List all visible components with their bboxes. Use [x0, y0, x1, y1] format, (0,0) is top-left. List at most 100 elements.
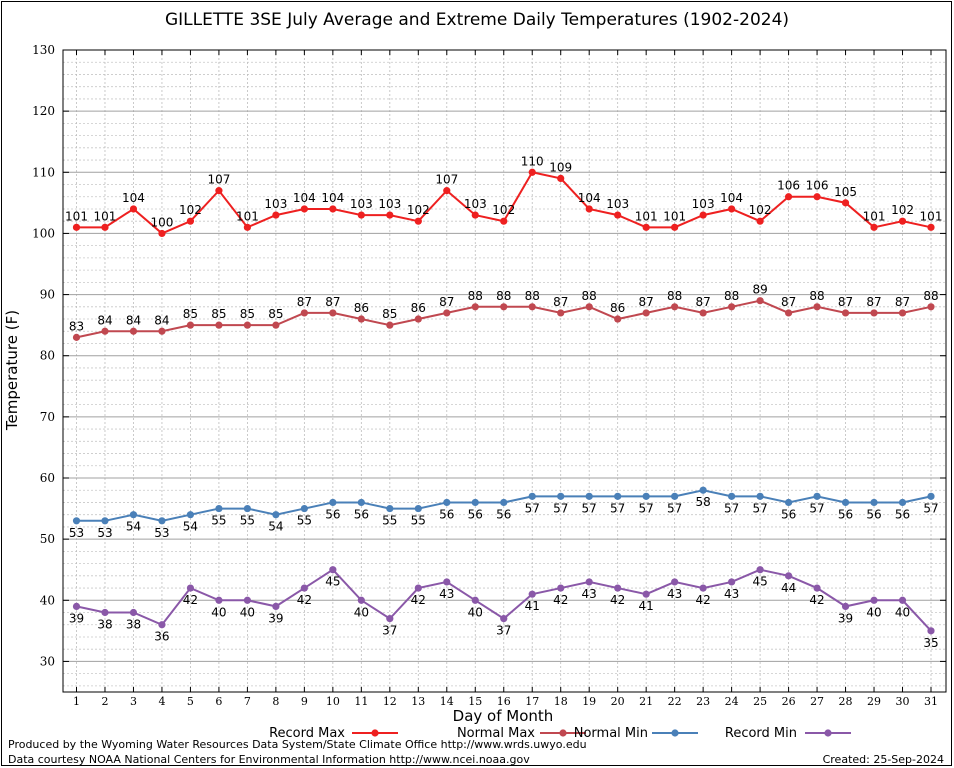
record-min-series: 39 38 38 36 42 40 40 39 42 45 40 37 42 43 40 37 41 42 43 42…: [69, 566, 939, 650]
record-max-point: [101, 223, 109, 231]
record-min-data-label: 45: [752, 575, 767, 589]
normal-min-data-label: 56: [496, 507, 511, 521]
record-min-point: [129, 608, 138, 617]
x-tick-label: 16: [497, 695, 511, 708]
record-min-point: [642, 590, 650, 598]
normal-min-data-label: 53: [154, 526, 169, 540]
record-min-data-label: 38: [97, 618, 112, 632]
record-min-data-label: 40: [354, 605, 369, 619]
normal-min-point: [557, 492, 565, 500]
y-tick-label: 120: [32, 104, 55, 118]
normal-max-point: [357, 315, 365, 323]
normal-min-data-label: 55: [211, 514, 226, 528]
y-tick-label: 70: [40, 410, 55, 424]
y-tick-label: 50: [40, 532, 55, 546]
record-min-data-label: 42: [809, 593, 824, 607]
normal-min-point: [642, 492, 650, 500]
record-max-data-label: 103: [378, 197, 401, 211]
x-tick-label: 19: [582, 695, 596, 708]
record-min-point: [557, 584, 565, 592]
normal-max-point: [813, 303, 821, 311]
legend-marker-normal-min: [671, 729, 679, 737]
record-max-point: [841, 199, 850, 207]
legend-marker-normal-max: [559, 729, 567, 737]
normal-max-data-label: 87: [695, 295, 710, 309]
normal-min-data-label: 55: [382, 514, 397, 528]
record-max-data-label: 104: [122, 191, 145, 205]
normal-max-point: [329, 309, 337, 317]
record-max-point: [443, 187, 451, 195]
record-max-point: [784, 193, 793, 201]
normal-max-point: [129, 327, 138, 335]
record-min-data-label: 40: [240, 605, 255, 619]
y-tick-label: 100: [32, 226, 55, 240]
record-min-point: [756, 566, 764, 574]
normal-min-point: [728, 492, 736, 500]
record-max-point: [671, 223, 679, 231]
legend-label-normal-min: Normal Min: [574, 726, 648, 741]
record-min-point: [898, 596, 907, 604]
record-max-point: [215, 187, 223, 195]
normal-min-point: [898, 498, 907, 507]
x-tick-label: 8: [272, 695, 279, 708]
normal-min-point: [357, 498, 365, 507]
normal-max-point: [272, 321, 280, 329]
normal-max-point: [215, 321, 223, 329]
record-max-data-label: 101: [94, 209, 117, 223]
normal-max-point: [414, 315, 422, 323]
record-max-series: 101 101 104 100 102 107 101 103 104 104 103 103 102 1…: [65, 154, 943, 238]
normal-max-data-label: 85: [211, 307, 226, 321]
normal-max-data-label: 84: [97, 313, 112, 327]
record-max-data-label: 110: [521, 154, 544, 168]
record-min-data-label: 45: [325, 575, 340, 589]
record-min-data-label: 41: [525, 599, 540, 613]
record-min-point: [215, 596, 223, 604]
record-min-point: [357, 596, 365, 604]
record-max-point: [72, 223, 81, 231]
normal-min-point: [243, 504, 251, 513]
normal-min-data-label: 57: [724, 501, 739, 515]
major-grid: [63, 49, 946, 662]
record-max-data-label: 101: [920, 209, 943, 223]
record-max-point: [471, 211, 479, 219]
record-min-point: [329, 566, 337, 574]
normal-max-point: [528, 303, 536, 311]
legend-marker-record-max: [371, 729, 379, 737]
normal-min-data-label: 56: [895, 507, 910, 521]
record-min-data-label: 43: [582, 587, 597, 601]
legend-label-record-min: Record Min: [725, 726, 797, 741]
record-min-point: [728, 578, 736, 586]
record-max-point: [614, 211, 622, 219]
normal-max-data-label: 88: [525, 289, 540, 303]
y-axis-label: Temperature (F): [3, 310, 21, 431]
record-min-point: [870, 596, 878, 604]
record-max-data-label: 101: [65, 209, 88, 223]
record-min-data-label: 42: [297, 593, 312, 607]
record-min-point: [272, 602, 280, 611]
record-max-data-label: 103: [464, 197, 487, 211]
x-tick-label: 18: [554, 695, 568, 708]
normal-min-point: [158, 517, 166, 525]
normal-max-data-label: 88: [667, 289, 682, 303]
normal-max-data-label: 85: [268, 307, 283, 321]
record-min-data-label: 42: [183, 593, 198, 607]
normal-max-data-label: 87: [866, 295, 881, 309]
normal-min-point: [927, 492, 935, 500]
record-max-data-label: 100: [150, 215, 173, 229]
normal-min-point: [671, 492, 679, 500]
normal-min-data-label: 56: [439, 507, 454, 521]
y-tick-label: 110: [32, 165, 55, 179]
record-min-point: [158, 621, 166, 629]
normal-min-point: [72, 517, 81, 525]
record-max-point: [158, 229, 166, 238]
normal-min-data-label: 56: [354, 507, 369, 521]
normal-min-point: [215, 504, 223, 513]
record-max-point: [500, 217, 508, 225]
normal-max-point: [243, 321, 251, 329]
legend: Record Max Normal Max Normal Min Record Min: [269, 726, 851, 741]
record-max-data-label: 102: [492, 203, 515, 217]
record-min-point: [671, 578, 679, 586]
x-tick-label: 31: [924, 695, 938, 708]
x-tick-label: 3: [130, 695, 137, 708]
normal-min-point: [699, 486, 707, 494]
